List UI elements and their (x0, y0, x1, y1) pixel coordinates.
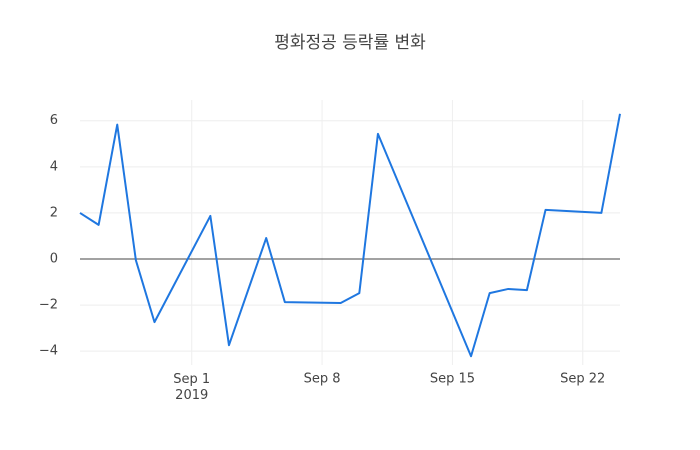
x-tick-label: Sep 22 (560, 372, 605, 387)
y-tick-label: −4 (39, 344, 58, 359)
y-tick-label: 0 (50, 252, 58, 267)
y-tick-label: 2 (50, 205, 58, 220)
x-tick-label: Sep 15 (430, 372, 475, 387)
y-tick-label: 6 (50, 113, 58, 128)
line (79, 113, 621, 358)
chart-title: 평화정공 등락률 변화 (274, 33, 426, 53)
x-tick-label: Sep 8 (304, 372, 341, 387)
y-tick-label: −2 (39, 298, 58, 313)
x-tick-label: Sep 1 2019 (173, 372, 210, 403)
y-tick-label: 4 (50, 159, 58, 174)
